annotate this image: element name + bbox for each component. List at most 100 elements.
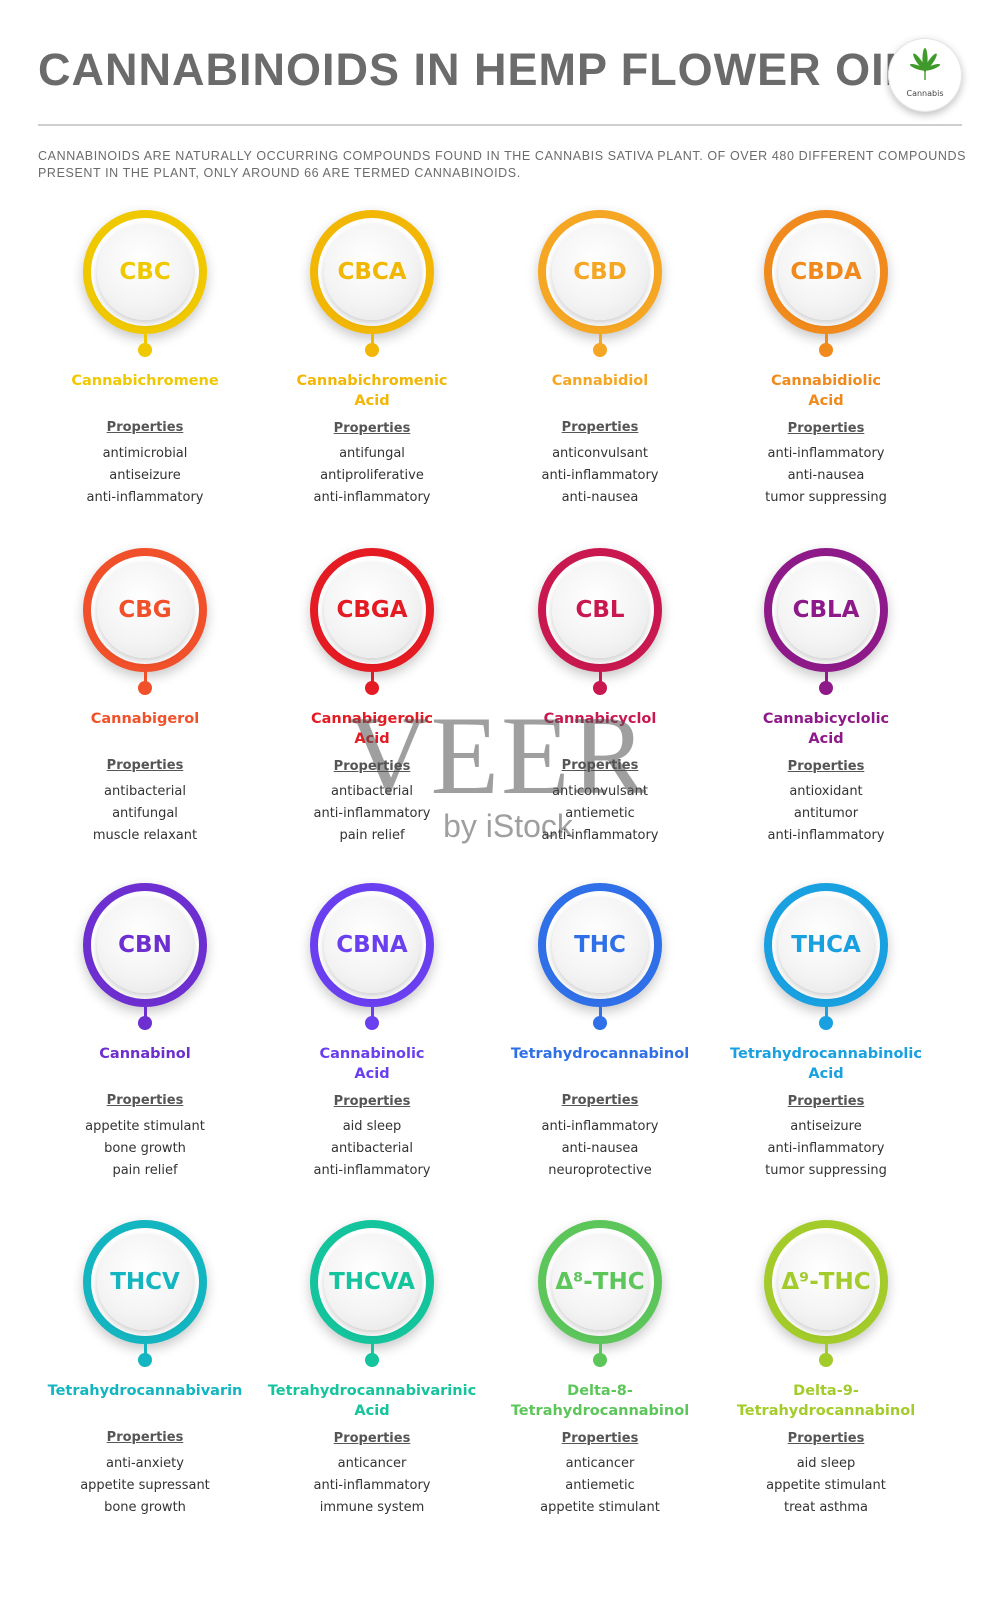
cannabinoid-name: Cannabicyclol	[543, 711, 657, 727]
property-item: anti-inflammatory	[86, 490, 204, 505]
badge-connector	[824, 1007, 828, 1019]
cannabinoid-name: Cannabinol	[99, 1046, 191, 1062]
cannabinoid-card: Δ⁸-THC Delta-8- Tetrahydrocannabinol Proper…	[485, 1220, 715, 1550]
cannabinoid-abbr: CBLA	[792, 597, 860, 623]
badge-connector	[370, 334, 374, 346]
badge-dot	[138, 681, 152, 695]
property-item: appetite supressant	[80, 1478, 210, 1493]
cannabinoid-abbr: CBL	[575, 597, 625, 623]
properties-heading: Properties	[561, 1431, 639, 1446]
property-item: anti-inflammatory	[541, 828, 659, 843]
property-item: anti-inflammatory	[541, 1119, 659, 1134]
property-item: pain relief	[112, 1163, 178, 1178]
cannabinoid-abbr: Δ⁸-THC	[555, 1269, 645, 1295]
badge-dot	[365, 1353, 379, 1367]
badge-inner: THCVA	[324, 1234, 420, 1330]
badge-connector	[824, 1344, 828, 1356]
property-item: anti-inflammatory	[767, 446, 885, 461]
property-item: aid sleep	[342, 1119, 402, 1134]
badge-inner: CBLA	[778, 562, 874, 658]
property-item: bone growth	[104, 1500, 186, 1515]
cannabinoid-abbr: THCA	[791, 932, 861, 958]
cannabinoid-badge: CBLA	[764, 548, 888, 672]
properties-list: antifungal antiproliferative anti-inflamma…	[257, 443, 487, 509]
property-item: anti-inflammatory	[313, 1163, 431, 1178]
property-item: aid sleep	[796, 1456, 856, 1471]
cannabinoid-name: Tetrahydrocannabinol	[510, 1046, 690, 1062]
property-item: treat asthma	[783, 1500, 869, 1515]
properties-heading: Properties	[561, 758, 639, 773]
badge-connector	[824, 334, 828, 346]
cannabinoid-badge: CBG	[83, 548, 207, 672]
property-item: anti-inflammatory	[313, 806, 431, 821]
properties-list: antibacterial anti-inflammatory pain relie…	[257, 781, 487, 847]
cannabinoid-name: Tetrahydrocannabinolic Acid	[730, 1046, 922, 1082]
properties-list: appetite stimulant bone growth pain relief	[30, 1116, 260, 1182]
cannabinoid-badge: CBL	[538, 548, 662, 672]
property-item: anti-nausea	[561, 1141, 639, 1156]
properties-heading: Properties	[106, 420, 184, 435]
property-item: antibacterial	[331, 784, 413, 799]
badge-dot	[138, 1353, 152, 1367]
cannabinoid-name: Cannabigerolic Acid	[310, 711, 434, 747]
cannabinoid-card: CBGA Cannabigerolic Acid Properties antibact…	[257, 548, 487, 878]
properties-heading: Properties	[787, 1431, 865, 1446]
properties-heading: Properties	[787, 1094, 865, 1109]
property-item: anticonvulsant	[552, 446, 648, 461]
property-item: antiseizure	[109, 468, 181, 483]
properties-list: anticonvulsant antiemetic anti-inflammator…	[485, 781, 715, 847]
badge-dot	[593, 681, 607, 695]
properties-heading: Properties	[333, 1431, 411, 1446]
properties-heading: Properties	[561, 1093, 639, 1108]
property-item: muscle relaxant	[92, 828, 198, 843]
properties-list: anticancer anti-inflammatory immune system	[257, 1453, 487, 1519]
cannabinoid-badge: CBGA	[310, 548, 434, 672]
badge-dot	[819, 1016, 833, 1030]
badge-dot	[365, 1016, 379, 1030]
badge-connector	[143, 1344, 147, 1356]
cannabinoid-name: Cannabigerol	[90, 711, 200, 727]
properties-heading: Properties	[787, 759, 865, 774]
badge-connector	[598, 1007, 602, 1019]
cannabinoid-abbr: CBD	[573, 259, 627, 285]
cannabinoid-card: Δ⁹-THC Delta-9- Tetrahydrocannabinol Proper…	[711, 1220, 941, 1550]
property-item: antioxidant	[789, 784, 863, 799]
cannabinoid-abbr: CBGA	[336, 597, 408, 623]
cannabinoid-name: Cannabichromene	[71, 373, 219, 389]
badge-connector	[824, 672, 828, 684]
properties-heading: Properties	[333, 1094, 411, 1109]
badge-dot	[819, 1353, 833, 1367]
properties-list: anti-inflammatory anti-nausea neuroprotect…	[485, 1116, 715, 1182]
cannabinoid-card: THC Tetrahydrocannabinol Properties anti-in…	[485, 883, 715, 1213]
badge-dot	[819, 681, 833, 695]
property-item: anti-nausea	[561, 490, 639, 505]
cannabinoid-badge: CBC	[83, 210, 207, 334]
cannabinoid-badge: CBNA	[310, 883, 434, 1007]
cannabinoid-badge: CBD	[538, 210, 662, 334]
property-item: anticancer	[337, 1456, 407, 1471]
property-item: tumor suppressing	[765, 1163, 887, 1178]
badge-inner: CBD	[552, 224, 648, 320]
properties-heading: Properties	[561, 420, 639, 435]
cannabinoid-name: Cannabichromenic Acid	[296, 373, 448, 409]
property-item: anti-inflammatory	[541, 468, 659, 483]
badge-connector	[598, 334, 602, 346]
logo-label: Cannabis	[906, 89, 944, 98]
cannabinoid-badge: THC	[538, 883, 662, 1007]
properties-list: anti-inflammatory anti-nausea tumor suppre…	[711, 443, 941, 509]
cannabinoid-card: THCV Tetrahydrocannabivarin Properties anti…	[30, 1220, 260, 1550]
property-item: anti-nausea	[787, 468, 865, 483]
property-item: antiproliferative	[320, 468, 424, 483]
properties-list: antimicrobial antiseizure anti-inflammator…	[30, 443, 260, 509]
property-item: immune system	[319, 1500, 425, 1515]
cannabis-leaf-icon	[909, 48, 941, 80]
cannabinoid-name: Tetrahydrocannabivarin	[47, 1383, 243, 1399]
property-item: tumor suppressing	[765, 490, 887, 505]
cannabinoid-card: CBD Cannabidiol Properties anticonvulsant an…	[485, 210, 715, 540]
property-item: anti-inflammatory	[313, 490, 431, 505]
badge-dot	[593, 343, 607, 357]
cannabinoid-name: Cannabinolic Acid	[319, 1046, 425, 1082]
badge-connector	[143, 672, 147, 684]
properties-heading: Properties	[106, 758, 184, 773]
badge-inner: CBN	[97, 897, 193, 993]
